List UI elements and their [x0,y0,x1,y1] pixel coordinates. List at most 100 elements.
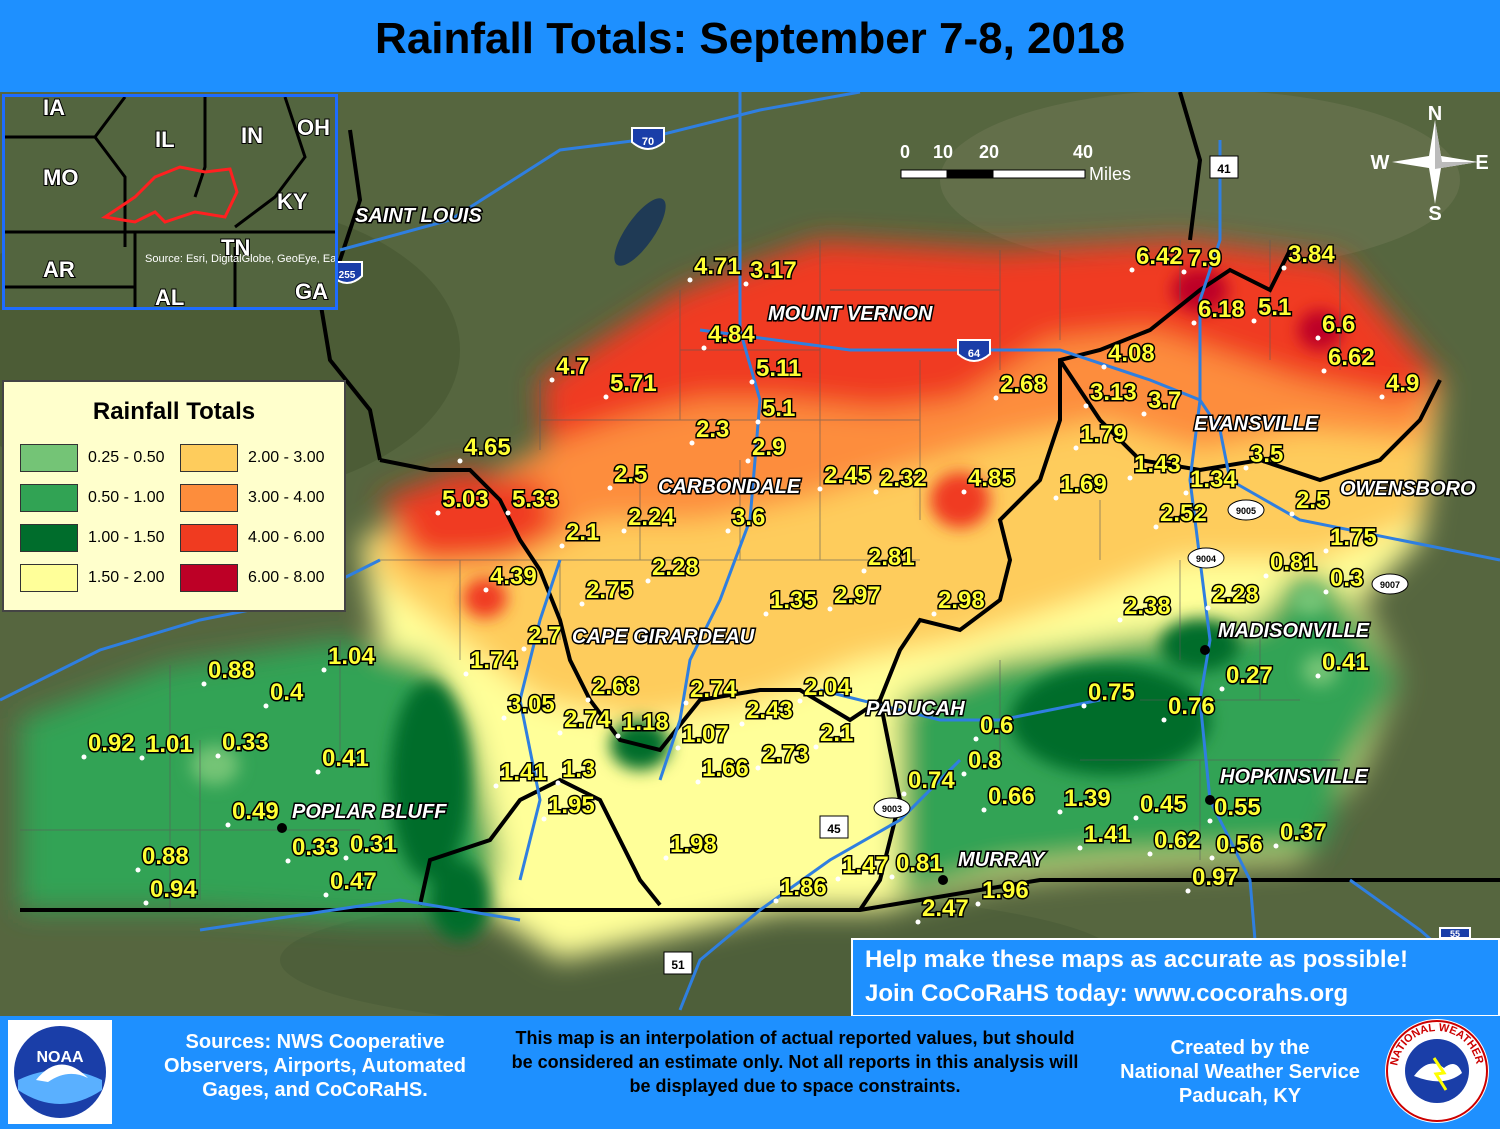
city-label: HOPKINSVILLE [1220,766,1368,788]
rainfall-value: 2.75 [586,577,633,604]
station-dot [961,771,967,777]
legend-label: 2.00 - 3.00 [248,449,325,466]
credit-line-3: Paducah, KY [1178,1085,1302,1107]
rainfall-value: 0.76 [1168,693,1215,720]
station-dot [645,578,651,584]
rainfall-value: 1.86 [780,874,827,901]
city-label: EVANSVILLE [1194,413,1319,435]
rainfall-value: 2.45 [824,462,871,489]
rainfall-value: 2.1 [820,720,853,747]
station-dot [521,646,527,652]
rainfall-value: 0.31 [350,831,397,858]
station-dot [745,458,751,464]
rainfall-value: 2.74 [690,676,737,703]
station-dot [1077,845,1083,851]
city-labels: SAINT LOUIS MOUNT VERNON CARBONDALE CAPE GI… [291,204,1478,873]
station-dot [973,736,979,742]
rainfall-value: 2.04 [804,674,851,701]
legend-label: 0.25 - 0.50 [88,449,165,466]
scale-bar-graphic: 0 10 20 40 Miles [900,142,1131,184]
rainfall-value: 1.04 [328,643,375,670]
rainfall-value: 5.11 [756,355,801,382]
station-dot [1191,320,1197,326]
station-dot [321,667,327,673]
station-dot [505,510,511,516]
city-label: MOUNT VERNON [768,303,933,325]
rainfall-value: 0.66 [988,783,1035,810]
station-dot [1181,269,1187,275]
svg-text:9005: 9005 [1236,506,1256,516]
rainfall-value: 1.95 [548,792,595,819]
inset-state-label: IA [43,97,65,120]
station-dot [797,698,803,704]
rainfall-value: 1.3 [562,756,595,783]
rainfall-value: 0.8 [968,747,1001,774]
rainfall-value: 0.88 [208,657,255,684]
rainfall-value: 0.3 [1330,565,1363,592]
station-dot [755,765,761,771]
station-dot [835,876,841,882]
station-dot [1081,703,1087,709]
rainfall-value: 0.41 [322,745,369,772]
station-dot [549,377,555,383]
station-dot [1243,465,1249,471]
station-dot [607,485,613,491]
rainfall-value: 2.32 [880,465,927,492]
svg-text:9007: 9007 [1380,580,1400,590]
map-canvas[interactable]: 70 64 41 255 45 51 9005 9004 9007 9003 5… [0,92,1500,1016]
station-dot [743,281,749,287]
legend-label: 6.00 - 8.00 [248,569,325,586]
nws-logo: NATIONAL WEATHER SERVICE [1380,1009,1490,1124]
rainfall-value: 0.37 [1280,819,1327,846]
rainfall-value: 0.6 [980,712,1013,739]
rainfall-value: 2.38 [1124,593,1171,620]
rainfall-value: 0.94 [150,876,197,903]
svg-text:41: 41 [1217,162,1231,176]
map-area[interactable]: 70 64 41 255 45 51 9005 9004 9007 9003 5… [0,92,1500,1016]
rainfall-value: 1.39 [1064,785,1111,812]
station-dot [263,703,269,709]
compass-graphic: N S W E [1371,103,1489,225]
station-dot [763,611,769,617]
rainfall-value: 1.07 [682,721,729,748]
rainfall-value: 2.97 [834,582,881,609]
rainfall-value: 2.68 [592,673,639,700]
legend-swatch [180,564,238,592]
station-dot [1117,617,1123,623]
compass-n: N [1428,103,1442,125]
station-dot [1251,318,1257,324]
station-dot [1153,524,1159,530]
rainfall-value: 1.98 [670,831,717,858]
station-dot [1281,265,1287,271]
station-dot [827,606,833,612]
rainfall-value: 2.81 [868,544,915,571]
rainfall-value: 4.71 [694,253,741,280]
compass-e: E [1475,152,1488,174]
route-9005-shield: 9005 [1227,499,1265,521]
inset-state-label: MO [43,165,78,190]
svg-text:9003: 9003 [882,804,902,814]
noaa-logo: NOAA [8,1020,112,1124]
cocorahs-line-2[interactable]: Join CoCoRaHS today: www.cocorahs.org [865,980,1349,1007]
station-dot [901,791,907,797]
station-dot [343,855,349,861]
rainfall-value: 2.5 [614,461,647,488]
station-dot [1133,815,1139,821]
station-dot [1315,673,1321,679]
station-dot [961,489,967,495]
station-dot [603,394,609,400]
scale-tick: 0 [900,142,910,162]
legend-swatch [180,524,238,552]
rainfall-value: 0.81 [896,850,943,877]
inset-state-label: KY [277,189,308,214]
rainfall-value: 0.45 [1140,791,1187,818]
legend-label: 0.50 - 1.00 [88,489,165,506]
station-dot [483,587,489,593]
station-dot [817,486,823,492]
station-dot [1147,851,1153,857]
city-label: CAPE GIRARDEAU [572,626,755,648]
scale-tick: 10 [933,142,953,162]
station-dot [1083,403,1089,409]
city-label: MADISONVILLE [1218,620,1370,642]
station-dot [501,715,507,721]
